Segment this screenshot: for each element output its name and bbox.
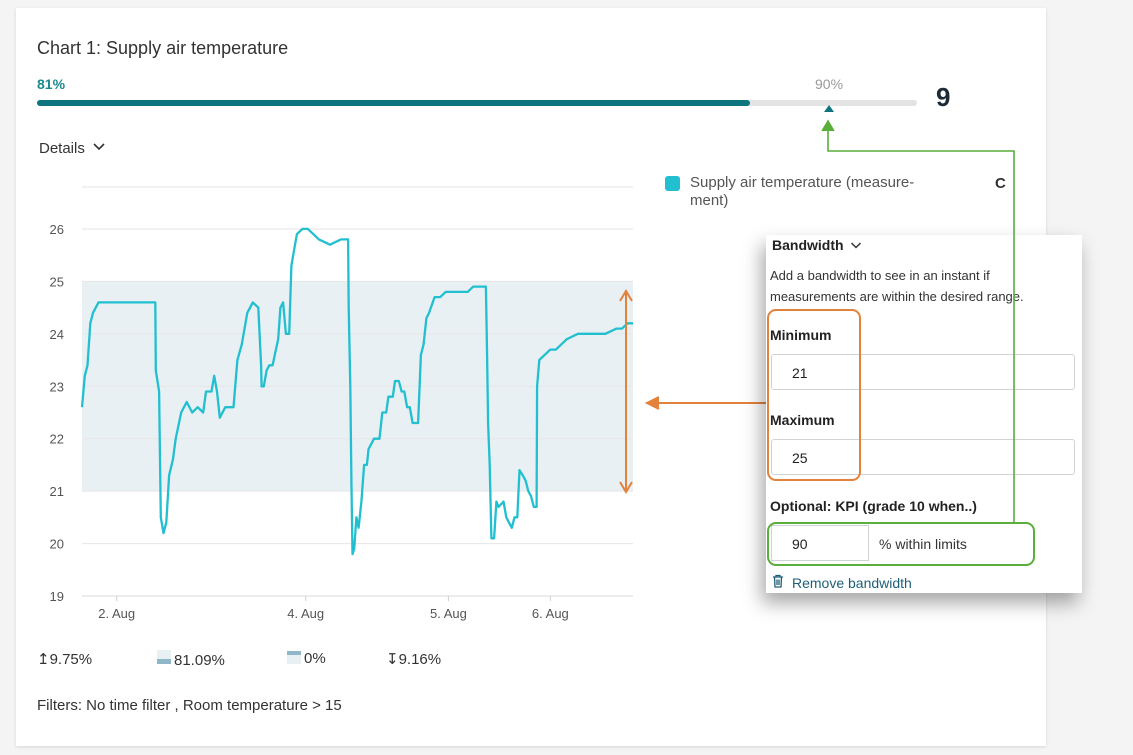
y-tick-label: 24 [50, 327, 64, 342]
stat-above: ↥9.75% [37, 650, 92, 668]
legend-label-line-2: ment) [690, 192, 729, 209]
kpi-input[interactable]: 90 [771, 525, 869, 561]
score-target: 90% [815, 76, 844, 92]
stat-within-value: 81.09% [174, 652, 225, 669]
filters-text: Filters: No time filter , Room temperatu… [37, 697, 342, 714]
chevron-down-icon [851, 242, 862, 249]
y-tick-label: 26 [50, 222, 64, 237]
line-chart: 19 20 21 22 23 24 25 26 2. Aug 4. Aug 5. Aug 6. Aug [50, 186, 633, 621]
bandwidth-panel: Bandwidth Add a bandwidth to see in an i… [766, 235, 1082, 593]
y-tick-label: 22 [50, 432, 64, 447]
legend-unit: C [995, 175, 1006, 192]
bandwidth-heading: Bandwidth [772, 237, 844, 253]
legend-label[interactable]: Supply air temperature (measure- ment) [690, 174, 950, 210]
trash-icon [772, 574, 784, 591]
score-current: 81% [37, 76, 66, 92]
missing-icon [287, 651, 301, 664]
kpi-suffix: % within limits [879, 536, 967, 552]
remove-bandwidth-label: Remove bandwidth [792, 575, 912, 591]
y-tick-label: 20 [50, 537, 64, 552]
remove-bandwidth-button[interactable]: Remove bandwidth [772, 574, 912, 591]
minimum-label: Minimum [770, 327, 832, 343]
kpi-label: Optional: KPI (grade 10 when..) [770, 498, 977, 514]
x-tick-label: 6. Aug [532, 606, 569, 621]
progress-fill [37, 100, 750, 106]
legend-label-line-1: Supply air temperature (measure- [690, 174, 915, 191]
chart-title: Chart 1: Supply air temperature [37, 38, 289, 58]
y-tick-label: 23 [50, 379, 64, 394]
x-tick-label: 5. Aug [430, 606, 467, 621]
minimum-input[interactable]: 21 [771, 354, 1075, 390]
x-tick-label: 2. Aug [98, 606, 135, 621]
maximum-input[interactable]: 25 [771, 439, 1075, 475]
kpi-highlight [767, 522, 1035, 566]
chevron-down-icon [93, 143, 105, 151]
bandwidth-annotation-arrow [619, 289, 767, 494]
bandwidth-toggle[interactable]: Bandwidth [772, 237, 862, 253]
stat-below: ↧9.16% [386, 650, 441, 668]
stat-within: 81.09% [157, 650, 225, 669]
y-tick-label: 21 [50, 484, 64, 499]
series-line [80, 227, 633, 556]
details-toggle[interactable]: Details [39, 140, 106, 157]
bandwidth-description: Add a bandwidth to see in an instant if … [770, 268, 1024, 304]
kpi-annotation-arrow [821, 119, 1015, 523]
x-tick-label: 4. Aug [287, 606, 324, 621]
stat-above-value: 9.75% [49, 651, 93, 668]
legend-swatch [665, 176, 680, 191]
y-tick-label: 25 [50, 274, 64, 289]
maximum-label: Maximum [770, 412, 835, 428]
arrow-up-icon: ↥ [37, 651, 50, 668]
target-marker-icon [824, 105, 834, 112]
y-tick-label: 19 [50, 589, 64, 604]
within-range-icon [157, 650, 171, 664]
min-max-highlight [767, 309, 861, 481]
arrow-down-icon: ↧ [386, 651, 399, 668]
stat-missing-value: 0% [304, 650, 326, 667]
details-label: Details [39, 140, 85, 157]
grade-value: 9 [936, 82, 951, 112]
stat-missing: 0% [287, 650, 326, 667]
stat-below-value: 9.16% [398, 651, 442, 668]
